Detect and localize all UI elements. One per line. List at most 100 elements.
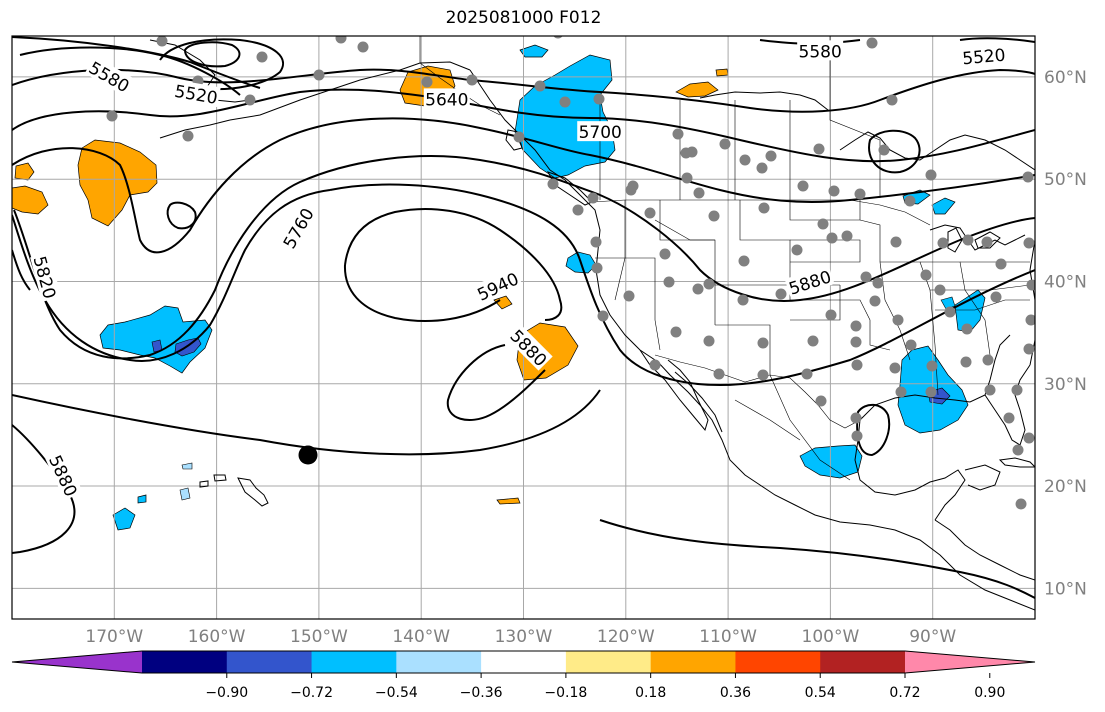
station-marker <box>984 384 996 396</box>
central-america <box>934 519 1035 581</box>
lake-outline <box>974 231 1001 249</box>
station-marker <box>850 320 862 332</box>
station-marker <box>244 94 256 106</box>
station-marker <box>886 94 898 106</box>
station-marker <box>890 236 902 248</box>
mexico-east-coast <box>854 419 966 521</box>
station-marker <box>854 188 866 200</box>
station-marker <box>815 395 827 407</box>
station-marker <box>797 180 809 192</box>
west-coast-north-america <box>469 69 1035 611</box>
station-marker <box>587 192 599 204</box>
mexico-state-border <box>769 374 851 481</box>
station-marker <box>878 144 890 156</box>
colorbar-segment <box>142 651 228 673</box>
negative-anomaly-region <box>179 487 191 501</box>
positive-anomaly-region <box>493 295 513 310</box>
us-state-border <box>654 219 715 241</box>
positive-anomaly-region <box>77 139 158 227</box>
colorbar-tick-label: −0.90 <box>205 685 248 701</box>
map-title: 2025081000 F012 <box>445 8 602 28</box>
colorbar-outline <box>11 650 1036 674</box>
height-contours <box>12 36 1035 599</box>
colorbar-tick-label: −0.54 <box>375 685 418 701</box>
station-marker <box>335 36 347 44</box>
colorbar-upper-extend <box>905 651 1035 673</box>
station-marker <box>591 262 603 274</box>
station-marker <box>421 76 433 88</box>
contour-label: 5580 <box>797 40 844 62</box>
latitude-tick-label: 20°N <box>1044 477 1087 497</box>
station-marker <box>990 291 1002 303</box>
longitude-tick-label: 170°W <box>85 627 143 647</box>
station-marker <box>106 110 118 122</box>
contour-label-text: 5580 <box>799 42 842 62</box>
station-marker <box>1015 498 1027 510</box>
station-marker <box>1023 343 1035 355</box>
station-marker <box>256 51 268 63</box>
station-marker <box>758 202 770 214</box>
positive-anomaly-region <box>675 81 719 98</box>
station-marker <box>904 195 916 207</box>
station-marker <box>944 306 956 318</box>
colorbar-tick-label: −0.18 <box>544 685 587 701</box>
negative-anomaly-region <box>931 197 956 215</box>
station-marker <box>851 359 863 371</box>
us-state-border <box>790 239 861 263</box>
station-marker <box>982 354 994 366</box>
hawaii-island <box>237 477 269 507</box>
colorbar-segment <box>481 651 567 673</box>
station-marker <box>925 386 937 398</box>
alaska-peninsula <box>159 119 231 139</box>
negative-anomaly-region <box>519 44 549 58</box>
station-marker <box>708 210 720 222</box>
contour-label: 5520 <box>959 43 1008 69</box>
station-marker <box>1023 237 1035 249</box>
contour-line <box>12 117 1035 254</box>
us-state-border <box>859 219 911 361</box>
station-marker <box>1026 279 1035 291</box>
contour-line <box>599 519 1035 599</box>
station-marker <box>961 323 973 335</box>
contour-line <box>446 344 546 421</box>
station-marker <box>513 131 525 143</box>
station-marker <box>644 207 656 219</box>
latitude-tick-label: 50°N <box>1044 170 1087 190</box>
us-state-border <box>595 257 661 351</box>
hawaii-island <box>213 474 227 482</box>
station-marker <box>672 128 684 140</box>
us-state-border <box>790 285 841 321</box>
longitude-tick-label: 110°W <box>699 627 757 647</box>
colorbar-lower-extend <box>12 651 142 673</box>
contour-label-text: 5640 <box>425 90 468 110</box>
colorbar-segment <box>820 651 906 673</box>
hawaii-island <box>199 480 209 488</box>
station-marker <box>182 130 194 142</box>
latitude-tick-label: 40°N <box>1044 272 1087 292</box>
station-marker <box>1022 171 1034 183</box>
positive-anomaly-region <box>14 162 35 181</box>
contour-line <box>343 264 501 322</box>
station-marker <box>851 430 863 442</box>
station-marker <box>559 96 571 108</box>
colorbar-segment <box>565 651 652 673</box>
gulf-coast <box>859 334 1011 421</box>
station-marker <box>801 368 813 380</box>
station-marker <box>756 162 768 174</box>
station-marker <box>659 248 671 260</box>
station-marker <box>757 337 769 349</box>
station-marker <box>995 258 1007 270</box>
colorbar-tick-label: 0.72 <box>889 685 920 701</box>
haida-gwaii <box>505 129 523 151</box>
station-marker <box>825 309 837 321</box>
station-marker <box>850 412 862 424</box>
station-marker <box>791 244 803 256</box>
station-marker <box>841 230 853 242</box>
station-marker <box>547 178 559 190</box>
station-marker <box>817 218 829 230</box>
colorbar-segment <box>396 651 482 673</box>
station-marker <box>869 295 881 307</box>
colorbar-tick-label: 0.90 <box>974 685 1005 701</box>
station-marker <box>757 369 769 381</box>
station-marker <box>1011 384 1023 396</box>
